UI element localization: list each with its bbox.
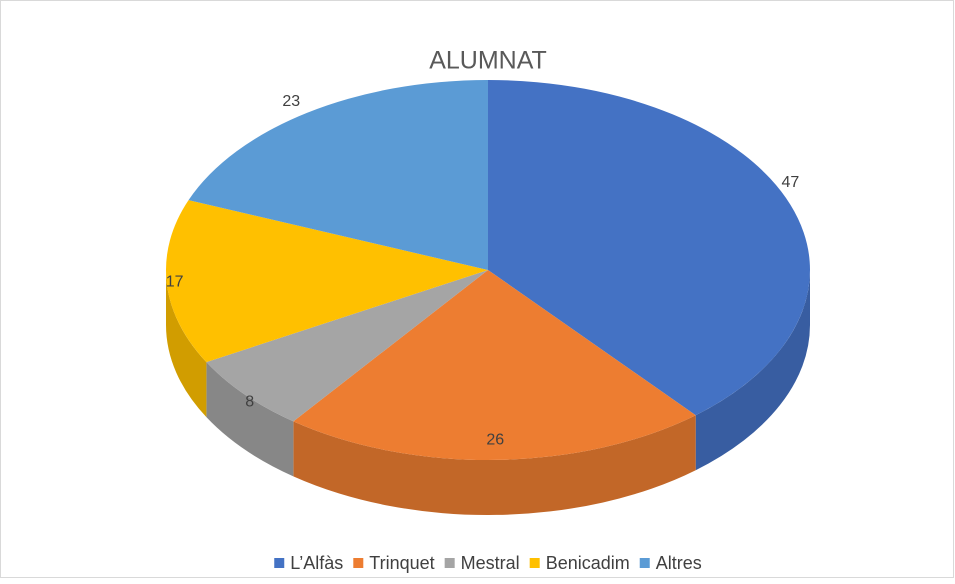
data-label: 17 [166,274,184,291]
slice [165,200,488,363]
legend-swatch [353,558,364,568]
data-label: 23 [282,93,300,110]
slice-side [166,270,207,418]
slice [206,270,489,422]
legend-swatch [444,558,455,568]
chart-title: ALUMNAT [429,47,547,75]
slice [293,270,696,461]
legend-label: Trinquet [369,553,434,573]
slice-side [206,362,294,477]
legend-swatch [639,558,650,568]
data-label: 26 [486,431,504,448]
slice-side [695,270,811,471]
legend-label: Altres [656,553,702,573]
data-label: 47 [782,174,800,191]
legend-label: L’Alfàs [290,553,343,573]
legend-label: Benicadim [546,553,630,573]
slice-side [293,415,696,515]
data-label: 8 [245,394,254,411]
slice [488,80,811,416]
slice [188,79,488,271]
legend-swatch [274,558,285,568]
legend-swatch [529,558,540,568]
legend-label: Mestral [461,553,520,573]
